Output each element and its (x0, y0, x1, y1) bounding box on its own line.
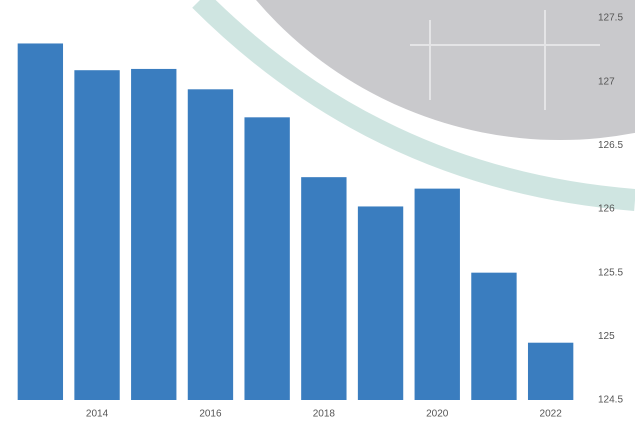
y-tick-label: 126 (598, 204, 615, 215)
y-tick-label: 126.5 (598, 140, 623, 151)
x-tick-label: 2016 (199, 409, 222, 420)
bar (414, 188, 460, 400)
bar (471, 272, 517, 400)
x-tick-label: 2022 (540, 409, 563, 420)
bar (74, 70, 120, 400)
bar (17, 43, 64, 400)
y-tick-label: 127 (598, 76, 615, 87)
x-tick-label: 2018 (313, 409, 336, 420)
bar (131, 68, 177, 400)
bar (187, 89, 234, 400)
bar (357, 206, 404, 400)
bar (527, 342, 574, 400)
y-tick-label: 125.5 (598, 267, 623, 278)
y-tick-label: 124.5 (598, 395, 623, 406)
bar (301, 177, 347, 400)
background-decoration (192, 0, 635, 211)
x-tick-label: 2020 (426, 409, 449, 420)
y-tick-label: 125 (598, 331, 615, 342)
y-tick-label: 127.5 (598, 13, 623, 24)
x-tick-label: 2014 (86, 409, 109, 420)
bar (244, 117, 290, 400)
